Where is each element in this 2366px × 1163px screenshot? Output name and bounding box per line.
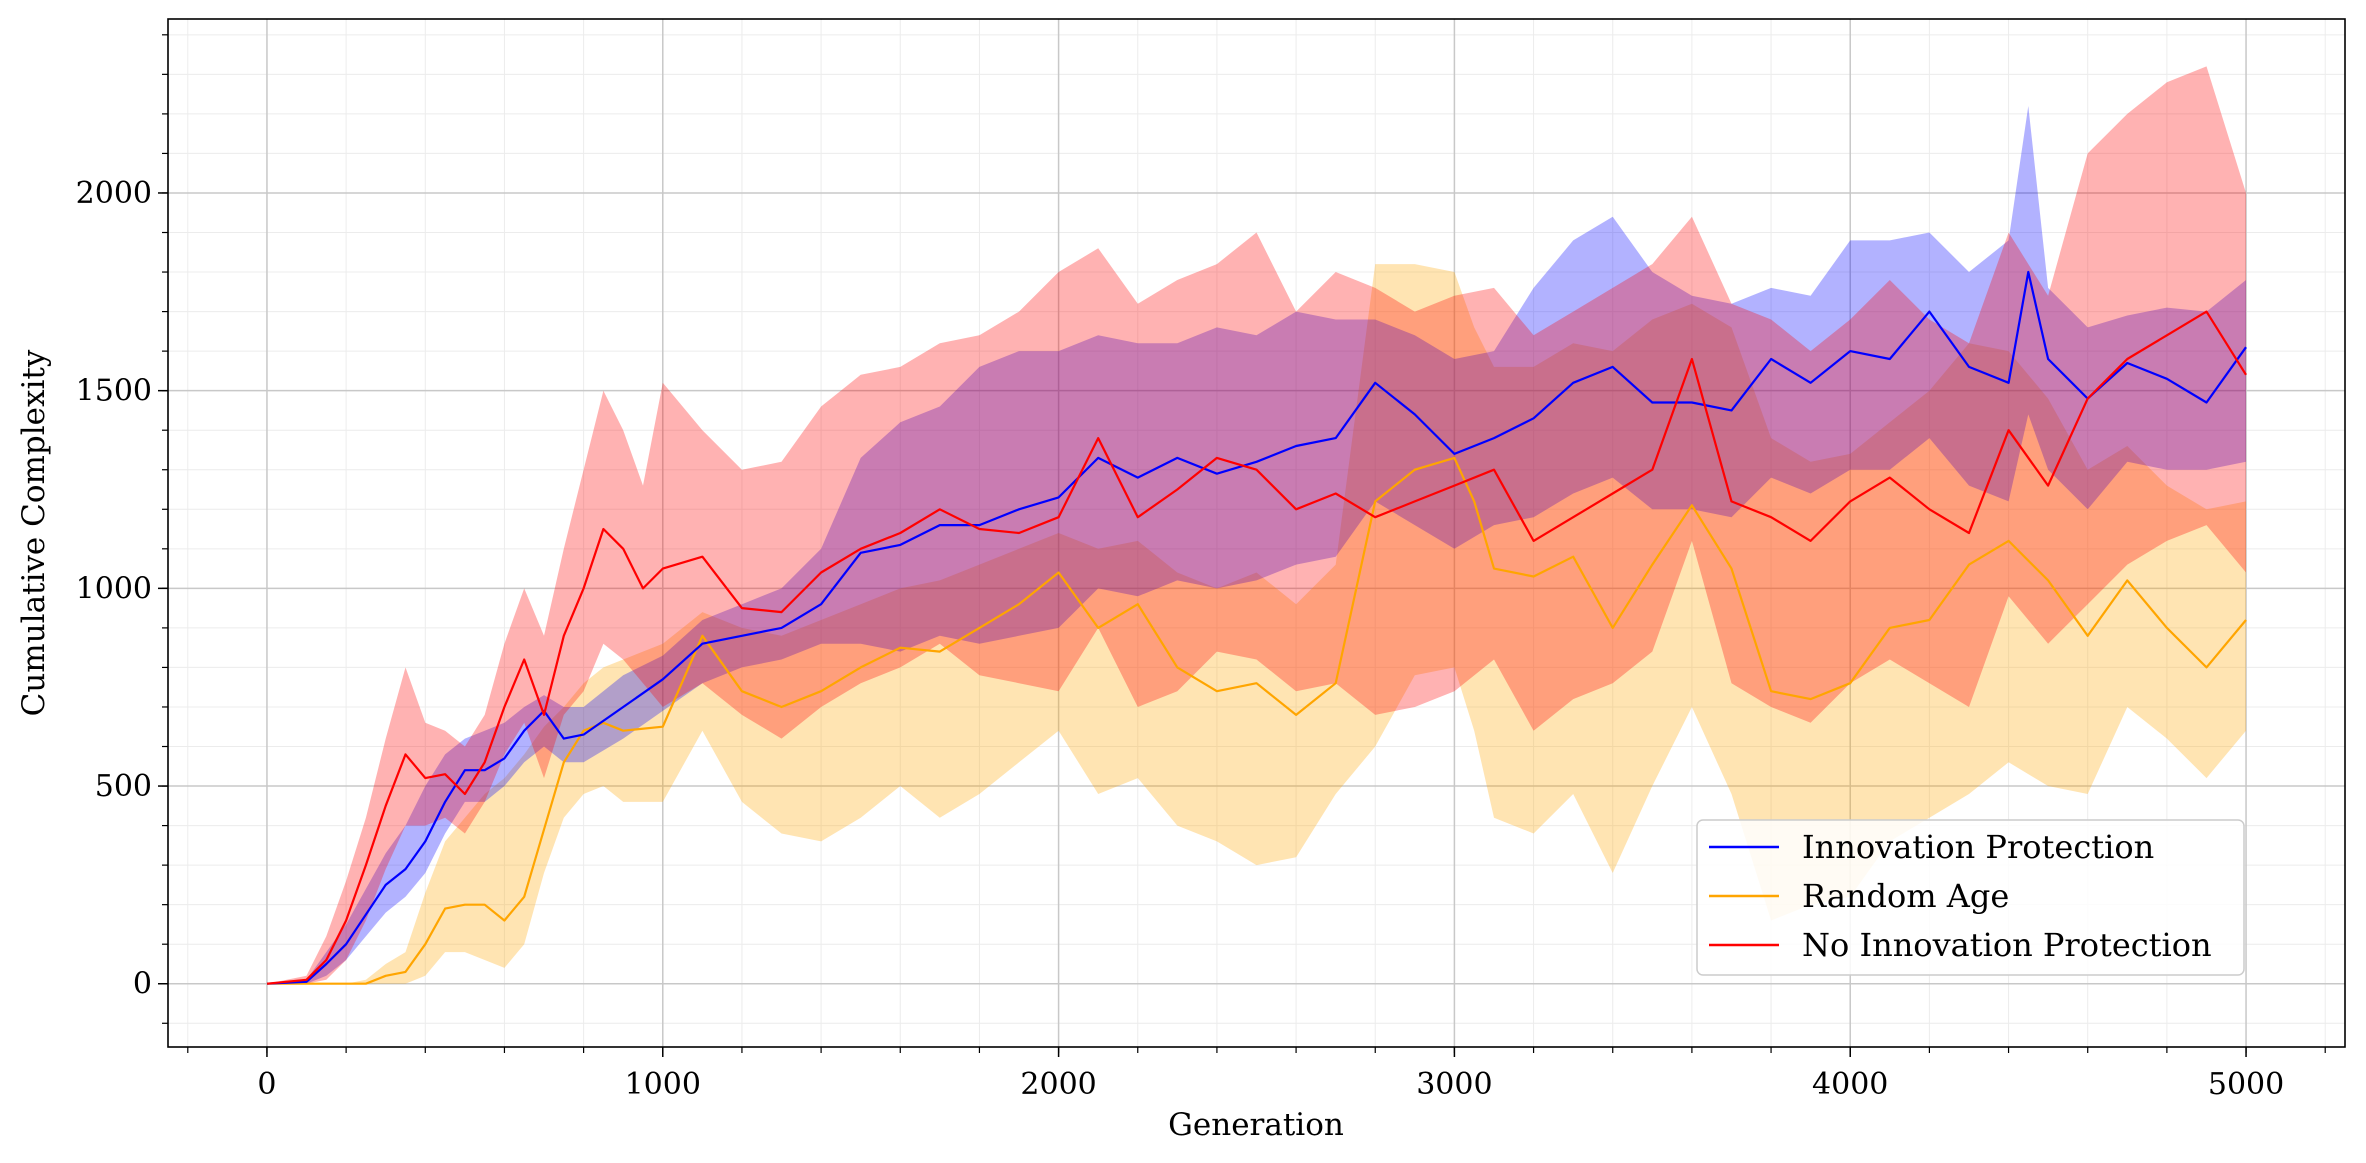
y-tick-label: 1000 <box>76 571 152 606</box>
legend-label: Random Age <box>1802 877 2009 915</box>
x-tick-label: 0 <box>257 1067 276 1102</box>
legend-label: No Innovation Protection <box>1802 926 2212 964</box>
plot-frame <box>167 18 2346 1048</box>
x-tick-label: 3000 <box>1416 1067 1492 1102</box>
y-tick-label: 2000 <box>76 176 152 211</box>
x-tick-label: 1000 <box>625 1067 701 1102</box>
random-age-line <box>267 456 2247 985</box>
innovation-protection-band <box>267 106 2246 984</box>
series-lines <box>266 270 2247 985</box>
series-bands <box>267 66 2246 984</box>
y-tick-label: 1500 <box>76 374 152 409</box>
y-tick-label: 0 <box>133 967 152 1002</box>
y-tick-label: 500 <box>95 769 152 804</box>
y-tick-labels: 0 500 1000 1500 2000 <box>76 176 152 1002</box>
no-innovation-protection-band <box>267 66 2246 984</box>
y-axis-label: Cumulative Complexity <box>16 349 52 716</box>
no-innovation-protection-line <box>266 310 2247 985</box>
legend-label: Innovation Protection <box>1802 828 2154 866</box>
x-tick-labels: 0 1000 2000 3000 4000 5000 <box>257 1067 2284 1102</box>
innovation-protection-line <box>266 270 2247 985</box>
x-tick-label: 5000 <box>2208 1067 2284 1102</box>
x-tick-label: 2000 <box>1020 1067 1096 1102</box>
major-grid <box>168 19 2345 1047</box>
random-age-band <box>267 264 2246 984</box>
x-axis-label: Generation <box>1168 1107 1344 1143</box>
axis-ticks <box>158 34 2326 1057</box>
legend-box <box>1696 819 2245 976</box>
x-tick-label: 4000 <box>1812 1067 1888 1102</box>
legend: Innovation Protection Random Age No Innova… <box>1696 819 2245 976</box>
